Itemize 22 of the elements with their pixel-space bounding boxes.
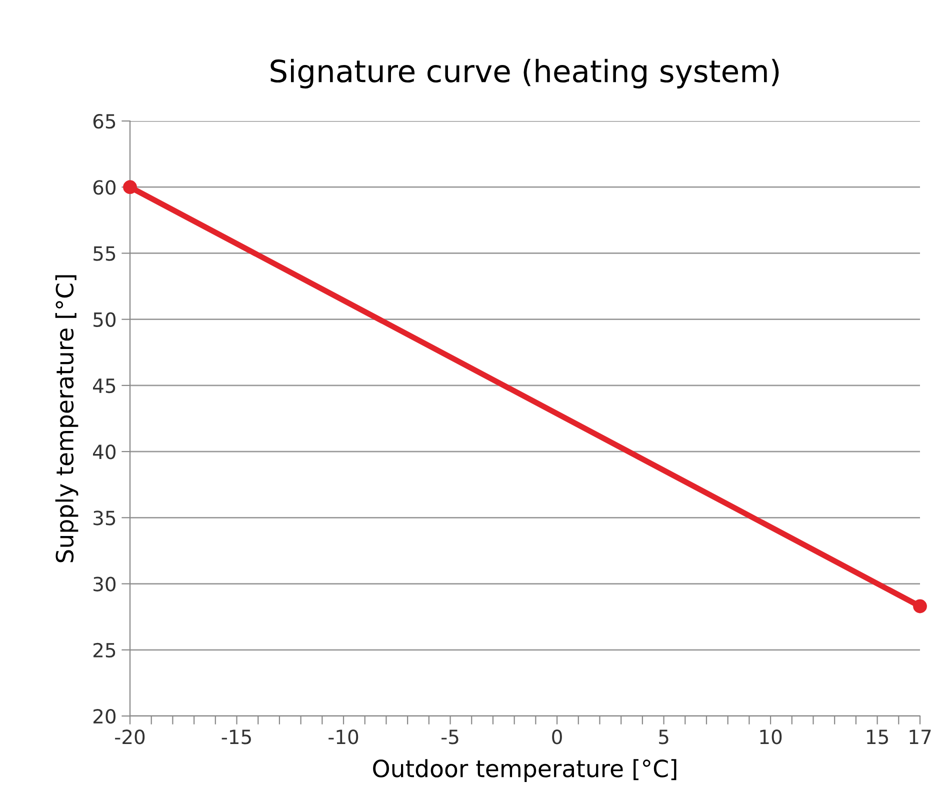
x-tick-label: 0 bbox=[552, 730, 562, 744]
y-tick-label: 25 bbox=[93, 642, 116, 658]
y-tick-label: 45 bbox=[93, 378, 116, 394]
x-tick-label: -15 bbox=[222, 730, 251, 744]
y-tick-label: 60 bbox=[93, 180, 116, 195]
y-axis-title: Supply temperature [°C] bbox=[55, 275, 78, 562]
chart-title: Signature curve (heating system) bbox=[270, 58, 779, 88]
x-axis-title: Outdoor temperature [°C] bbox=[373, 759, 676, 782]
x-tick-label: 17 bbox=[910, 730, 931, 744]
y-tick-label: 35 bbox=[94, 510, 116, 526]
y-tick-label: 30 bbox=[94, 576, 116, 592]
y-tick-label: 20 bbox=[93, 708, 116, 724]
x-tick-label: 15 bbox=[867, 730, 888, 744]
x-tick-label: -10 bbox=[328, 730, 358, 744]
y-tick-label: 55 bbox=[94, 246, 116, 261]
y-tick-label: 65 bbox=[93, 114, 116, 129]
x-tick-label: 5 bbox=[659, 730, 668, 744]
x-tick-label: -20 bbox=[115, 730, 145, 744]
y-tick-label: 40 bbox=[93, 444, 116, 460]
x-tick-label: -5 bbox=[442, 730, 458, 744]
y-tick-label: 50 bbox=[94, 312, 116, 327]
x-tick-label: 10 bbox=[760, 730, 782, 744]
